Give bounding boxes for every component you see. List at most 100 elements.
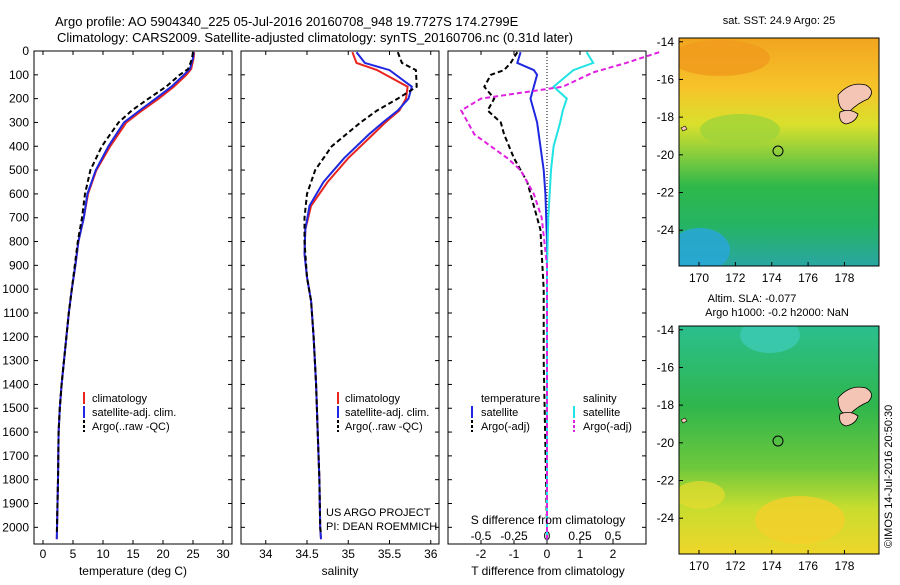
project-annotation-line1: US ARGO PROJECT <box>326 507 431 519</box>
sla-map-axes: 170 172 174 176 178 -14 -16 -18 -20 -22 -24 <box>657 323 855 573</box>
legend-label-climatology: climatology <box>92 393 148 405</box>
lat-tick-label: -20 <box>657 148 675 162</box>
lat-tick-label: -14 <box>657 323 675 337</box>
legend-header-temperature: temperature <box>481 393 540 405</box>
lon-tick-label: 170 <box>689 271 709 285</box>
island <box>680 125 688 132</box>
lat-tick-label: -16 <box>657 72 675 86</box>
series-line-argo-raw-qc- <box>303 51 418 535</box>
depth-tick-label: 1900 <box>2 497 29 511</box>
top-x-tick-label: -0.5 <box>471 529 492 543</box>
fiji-island <box>839 412 859 427</box>
legend-label-t-argo: Argo(-adj) <box>481 421 530 433</box>
series-line-climatology <box>55 52 196 540</box>
depth-tick-label: 1600 <box>2 425 29 439</box>
legend-label-satellite: satellite-adj. clim. <box>345 407 429 419</box>
depth-tick-label: 1400 <box>2 377 29 391</box>
depth-tick-label: 1100 <box>3 306 29 320</box>
lon-tick-label: 176 <box>798 559 818 573</box>
legend-label-climatology: climatology <box>345 393 401 405</box>
argo-location-marker <box>772 145 784 157</box>
series-line-salinity-argo-adj- <box>459 51 660 540</box>
lon-tick-label: 178 <box>834 271 854 285</box>
legend-label-argo: Argo(..raw -QC) <box>345 421 423 433</box>
depth-tick-label: 1000 <box>2 282 29 296</box>
sla-map: Altim. SLA: -0.077 Argo h1000: -0.2 h200… <box>657 293 880 573</box>
sla-map-subtitle: Argo h1000: -0.2 h2000: NaN <box>705 307 849 319</box>
series-line-salinity-satellite <box>546 51 595 540</box>
island <box>680 417 688 424</box>
chart-title-line2: Climatology: CARS2009. Satellite-adjuste… <box>57 30 573 45</box>
lat-tick-label: -22 <box>657 186 675 200</box>
salinity-xlabel: salinity <box>322 564 359 578</box>
salinity-panel <box>240 50 440 545</box>
depth-tick-label: 1500 <box>2 401 29 415</box>
depth-tick-label: 400 <box>9 139 29 153</box>
sla-yellow-patch <box>755 496 845 544</box>
x-tick-label: 20 <box>156 547 170 561</box>
salinity-legend: climatology satellite-adj. clim. Argo(..… <box>326 392 437 533</box>
sst-map: sat. SST: 24.9 Argo: 25 170 172 174 176 178 -… <box>657 15 880 285</box>
series-line-temperature-satellite <box>516 51 548 540</box>
depth-tick-label: 2000 <box>2 520 29 534</box>
lat-tick-label: -24 <box>657 223 675 237</box>
top-x-tick-label: -0.25 <box>500 529 528 543</box>
lat-tick-label: -14 <box>657 35 675 49</box>
temperature-xlabel: temperature (deg C) <box>79 564 187 578</box>
x-tick-label: 10 <box>96 547 110 561</box>
fiji-island <box>839 110 859 125</box>
lat-tick-label: -18 <box>657 110 675 124</box>
x-tick-label: -1 <box>509 547 520 561</box>
temperature-legend: climatology satellite-adj. clim. Argo(..… <box>83 392 176 433</box>
temperature-panel <box>33 50 233 545</box>
x-tick-label: 35 <box>342 547 356 561</box>
lon-tick-label: 172 <box>725 559 745 573</box>
x-tick-label: 36 <box>424 547 438 561</box>
lon-tick-label: 170 <box>689 559 709 573</box>
chart-title-line1: Argo profile: AO 5904340_225 05-Jul-2016… <box>55 14 519 29</box>
salinity-plot: 34 34.5 35 35.5 36 <box>259 51 438 561</box>
depth-tick-label: 700 <box>9 211 29 225</box>
lon-tick-label: 172 <box>725 271 745 285</box>
x-tick-label: 15 <box>126 547 140 561</box>
top-x-tick-label: 0.25 <box>568 529 592 543</box>
sla-map-frame <box>678 325 880 555</box>
depth-tick-label: 900 <box>9 258 29 272</box>
sst-field <box>679 38 879 266</box>
difference-top-xlabel: S difference from climatology <box>471 513 626 527</box>
lat-tick-label: -20 <box>657 436 675 450</box>
legend-label-satellite: satellite-adj. clim. <box>92 407 176 419</box>
depth-tick-label: 1200 <box>2 330 29 344</box>
depth-tick-label: 0 <box>22 44 29 58</box>
lat-tick-label: -16 <box>657 360 675 374</box>
depth-axis: 0 100 200 300 400 500 600 700 800 900 1000 1100 1200… <box>2 44 646 534</box>
sst-blue-patch <box>679 228 730 266</box>
x-tick-label: 34.5 <box>295 547 319 561</box>
x-tick-label: 2 <box>610 547 617 561</box>
lon-tick-label: 176 <box>798 271 818 285</box>
x-tick-label: 0 <box>544 547 551 561</box>
legend-label-t-satellite: satellite <box>481 407 518 419</box>
series-line-argo-raw-qc- <box>55 52 194 535</box>
legend-header-salinity: salinity <box>583 393 617 405</box>
sst-cool-patch <box>700 114 780 146</box>
depth-tick-label: 800 <box>9 235 29 249</box>
x-tick-label: -2 <box>476 547 487 561</box>
sla-map-title: Altim. SLA: -0.077 <box>708 293 797 305</box>
sst-map-frame <box>678 37 880 267</box>
sst-warm-patch <box>679 40 770 76</box>
depth-tick-label: 500 <box>9 163 29 177</box>
lat-tick-label: -22 <box>657 474 675 488</box>
sla-high-patch <box>740 326 800 353</box>
x-tick-label: 1 <box>577 547 584 561</box>
legend-label-s-argo: Argo(-adj) <box>583 421 632 433</box>
sla-yellow-patch <box>679 481 725 509</box>
lon-tick-label: 174 <box>762 271 782 285</box>
x-tick-label: 34 <box>259 547 273 561</box>
series-line-temperature-argo-adj- <box>483 51 548 528</box>
depth-tick-label: 1300 <box>2 354 29 368</box>
sst-map-axes: 170 172 174 176 178 -14 -16 -18 -20 -22 -24 <box>657 35 855 285</box>
x-tick-label: 25 <box>186 547 200 561</box>
legend-label-s-satellite: satellite <box>583 407 620 419</box>
